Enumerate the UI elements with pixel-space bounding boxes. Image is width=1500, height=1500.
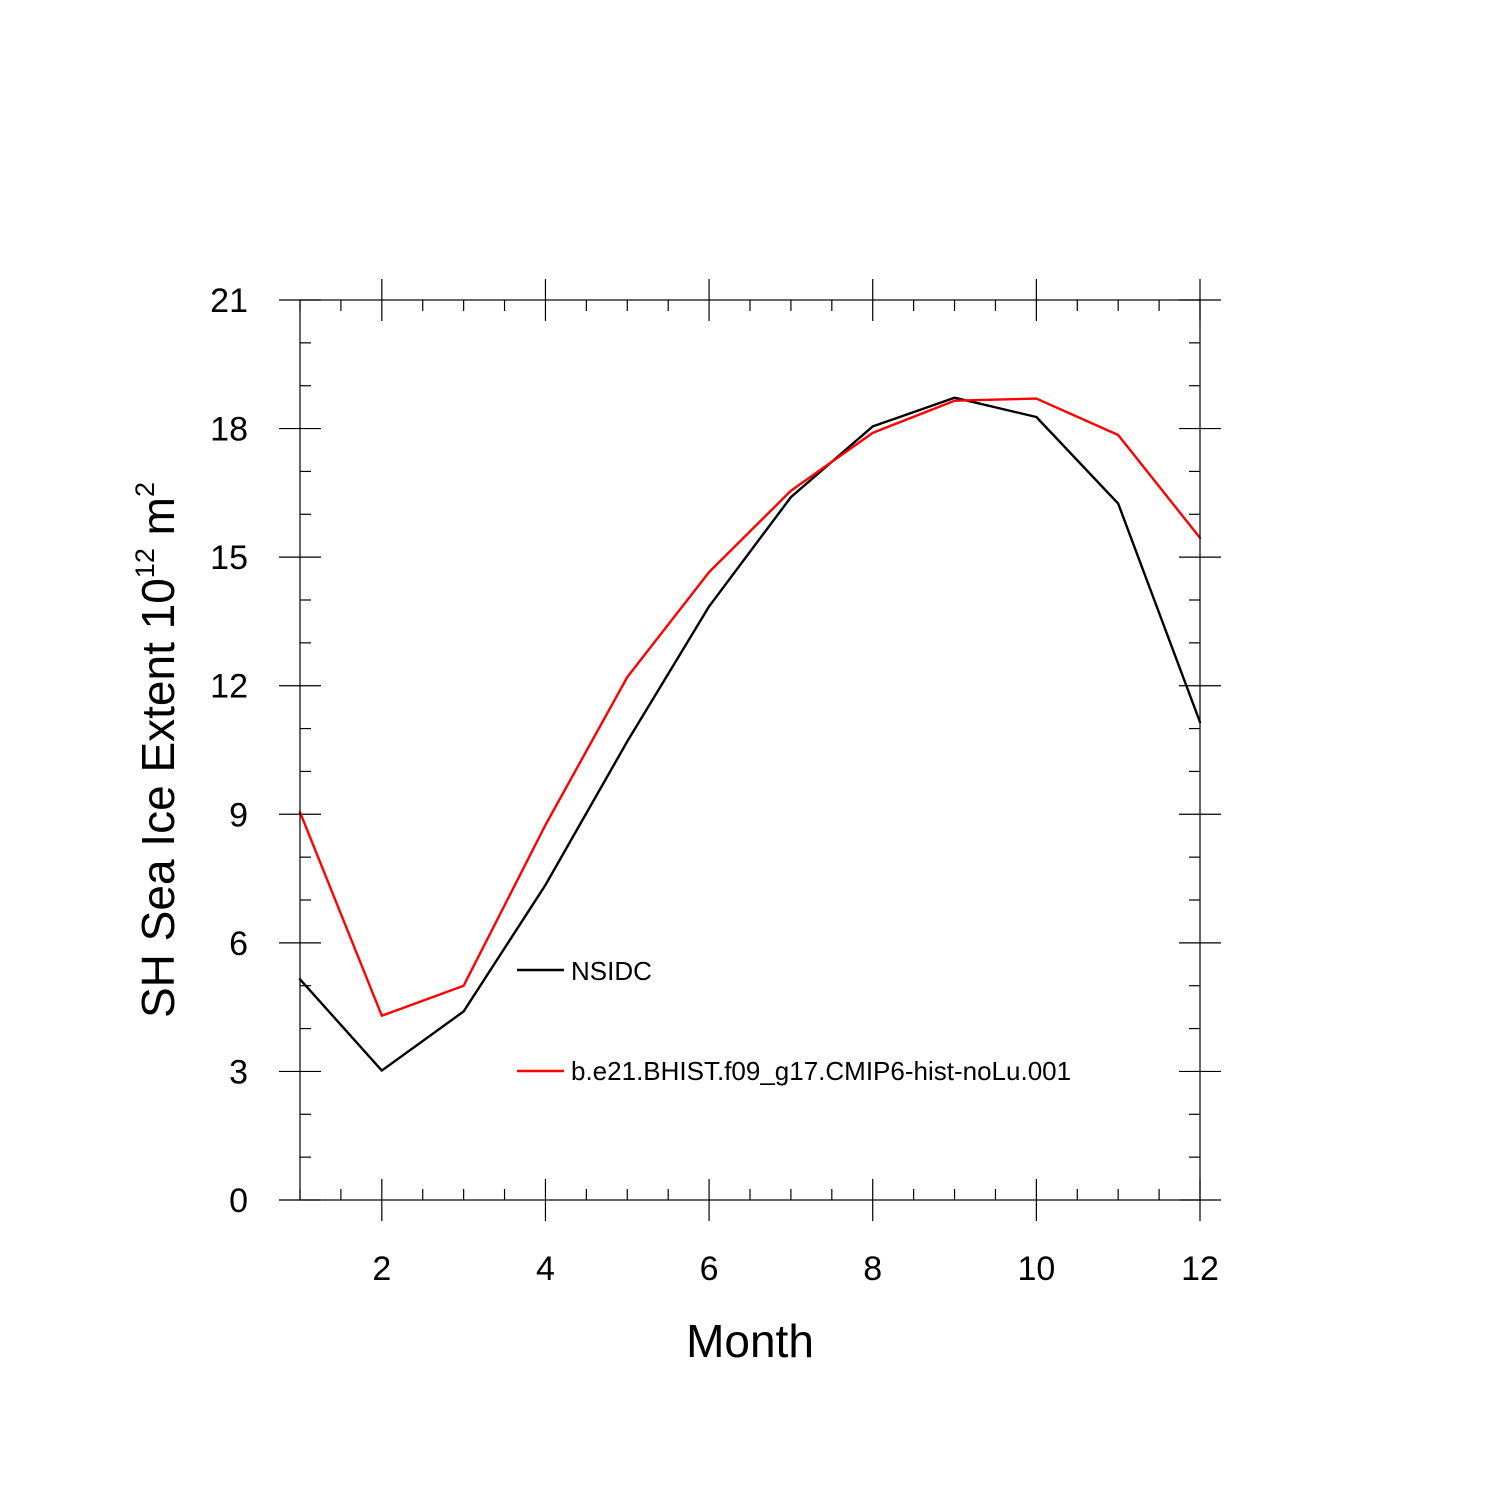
- y-tick-label: 9: [229, 796, 248, 834]
- plot-frame: [299, 299, 1201, 1201]
- x-tick-label: 4: [536, 1250, 555, 1288]
- x-tick-label: 8: [863, 1250, 882, 1288]
- y-axis-label-unit: m: [132, 497, 184, 548]
- y-axis-label: SH Sea Ice Extent 1012 m2: [130, 482, 184, 1018]
- legend-label-nsidc: NSIDC: [571, 956, 652, 986]
- series-lines: [298, 396, 1202, 1072]
- y-axis-label-exponent: 12: [130, 548, 160, 578]
- x-tick-label: 10: [1017, 1250, 1055, 1288]
- series-line-nsidc: [298, 396, 1202, 1072]
- series-line-model: [298, 397, 1202, 1017]
- tick-labels: 2 4 6 8 10 12 0 3 6 9 12 15 18 21: [210, 282, 1219, 1288]
- x-axis-label: Month: [686, 1315, 814, 1367]
- y-axis-label-main: SH Sea Ice Extent 10: [132, 578, 184, 1018]
- legend-label-model: b.e21.BHIST.f09_g17.CMIP6-hist-noLu.001: [571, 1056, 1071, 1086]
- y-tick-label: 15: [210, 539, 248, 577]
- y-tick-label: 18: [210, 411, 248, 449]
- y-tick-label: 0: [229, 1182, 248, 1220]
- y-tick-label: 12: [210, 668, 248, 706]
- y-tick-label: 21: [210, 282, 248, 320]
- x-tick-label: 6: [700, 1250, 719, 1288]
- legend: NSIDC b.e21.BHIST.f09_g17.CMIP6-hist-noL…: [517, 956, 1071, 1086]
- y-axis-label-unit-exponent: 2: [130, 482, 160, 497]
- x-tick-label: 12: [1181, 1250, 1219, 1288]
- y-tick-label: 6: [229, 925, 248, 963]
- x-tick-label: 2: [372, 1250, 391, 1288]
- y-tick-label: 3: [229, 1053, 248, 1091]
